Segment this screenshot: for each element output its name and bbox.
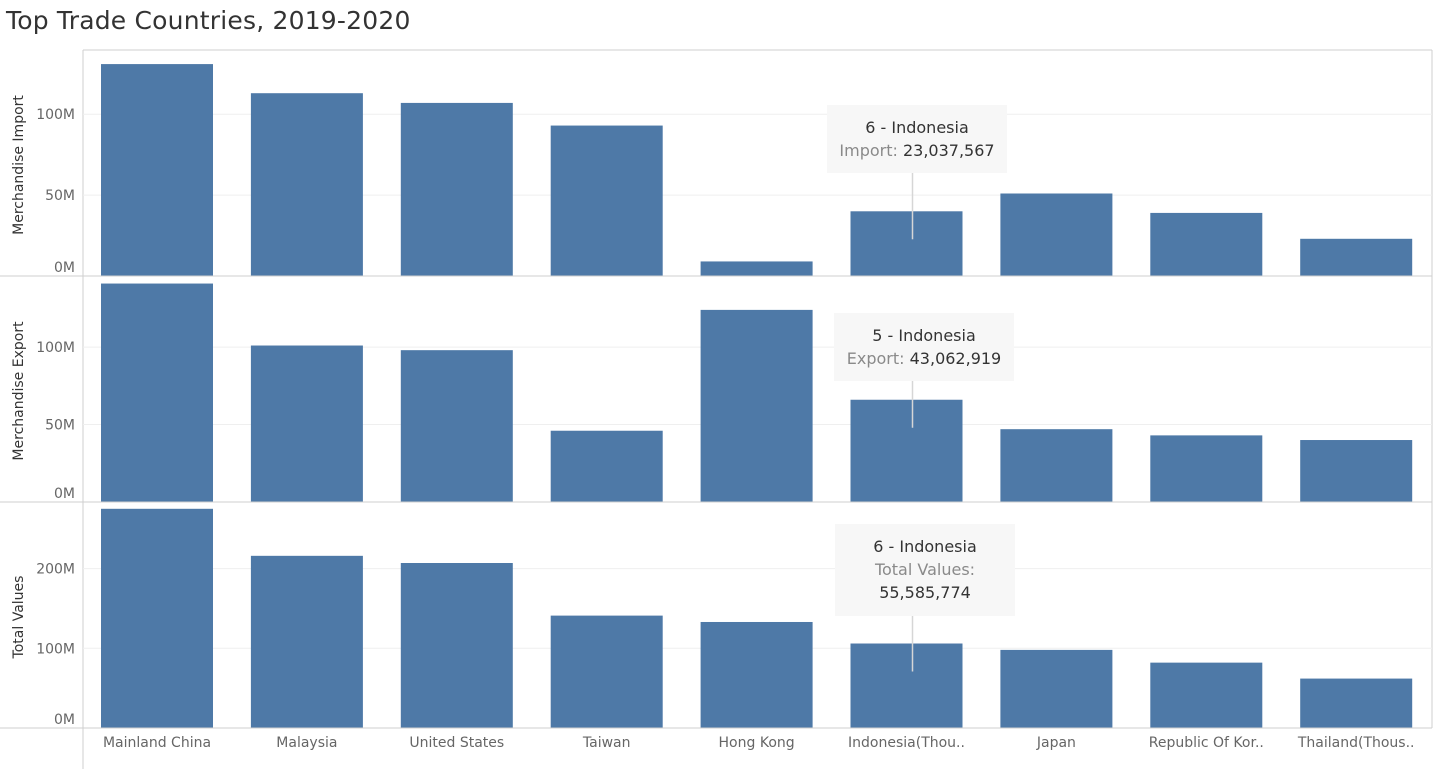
bar (700, 261, 813, 276)
bar (1150, 662, 1263, 728)
y-tick-label: 100M (36, 641, 75, 657)
bar (101, 508, 213, 728)
x-tick-label: Indonesia(Thou.. (848, 735, 965, 751)
x-tick-label: Malaysia (276, 735, 337, 751)
tooltip-label: Export: (846, 349, 905, 368)
y-tick-label: 0M (54, 712, 75, 728)
x-tick-label: Thailand(Thous.. (1297, 735, 1415, 751)
bar (250, 345, 363, 502)
bar (400, 563, 513, 728)
bar (1000, 193, 1113, 276)
bar (700, 309, 813, 502)
y-tick-label: 100M (36, 107, 75, 123)
tooltip-value: 23,037,567 (902, 141, 995, 160)
bar (1300, 440, 1413, 502)
y-tick-label: 50M (45, 188, 75, 204)
tooltip-label: Total Values: (874, 560, 976, 579)
bar (850, 643, 963, 728)
y-tick-label: 0M (54, 260, 75, 276)
bar (1300, 238, 1413, 276)
bar (550, 615, 663, 728)
bar (550, 125, 663, 276)
tooltip-export: 5 - Indonesia Export: 43,062,919 (834, 313, 1014, 381)
x-tick-label: Republic Of Kor.. (1149, 735, 1264, 751)
y-tick-label: 0M (54, 486, 75, 502)
tooltip-total: 6 - Indonesia Total Values: 55,585,774 (835, 524, 1015, 616)
bar (1150, 435, 1263, 502)
bar (400, 350, 513, 502)
y-tick-label: 50M (45, 418, 75, 434)
bar (850, 399, 963, 502)
chart-title: Top Trade Countries, 2019-2020 (6, 6, 411, 35)
bar (250, 555, 363, 728)
bar (1000, 429, 1113, 502)
tooltip-value: 55,585,774 (879, 583, 971, 602)
x-tick-label: United States (409, 735, 504, 751)
bar (550, 430, 663, 502)
bar (101, 283, 213, 502)
bar (250, 93, 363, 277)
x-tick-label: Hong Kong (719, 735, 795, 751)
bar (850, 211, 963, 276)
bar (700, 621, 813, 728)
bar (1000, 649, 1113, 728)
bar (1150, 212, 1263, 276)
bar (1300, 678, 1413, 728)
x-tick-label: Mainland China (103, 735, 211, 751)
y-axis-title: Merchandise Import (11, 95, 27, 235)
tooltip-label: Import: (839, 141, 898, 160)
tooltip-value: 43,062,919 (909, 349, 1002, 368)
tooltip-import: 6 - Indonesia Import: 23,037,567 (827, 105, 1007, 173)
y-axis-title: Total Values (11, 576, 27, 660)
x-tick-label: Japan (1036, 735, 1076, 751)
tooltip-title: 6 - Indonesia (873, 537, 977, 556)
bar (101, 64, 213, 277)
tooltip-title: 5 - Indonesia (872, 326, 976, 345)
x-tick-label: Taiwan (582, 735, 631, 751)
y-tick-label: 200M (36, 562, 75, 578)
tooltip-title: 6 - Indonesia (865, 118, 969, 137)
bar (400, 102, 513, 276)
y-axis-title: Merchandise Export (11, 321, 27, 461)
y-tick-label: 100M (36, 340, 75, 356)
